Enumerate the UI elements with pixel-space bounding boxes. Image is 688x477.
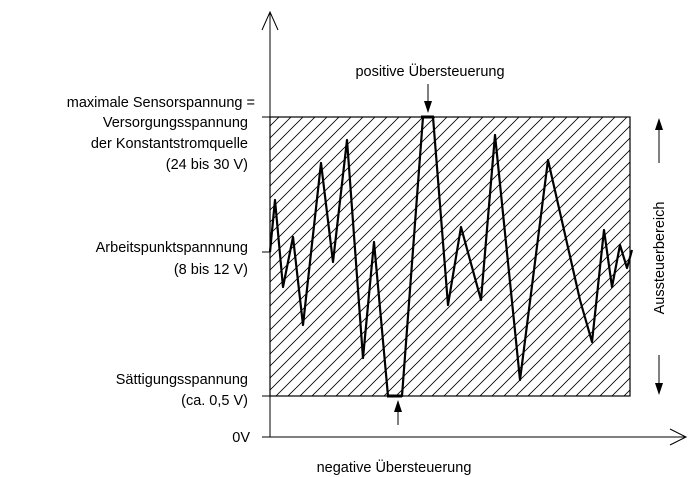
signal-thin-transition (401, 116, 424, 397)
label-zero: 0V (232, 430, 250, 446)
y-axis (261, 10, 279, 437)
label-negative-overdrive: negative Übersteuerung (317, 458, 472, 476)
label-max-line1: maximale Sensorspannung = (67, 95, 255, 111)
label-sat-line1: Sättigungsspannung (116, 372, 248, 388)
label-work-line1: Arbeitspunktspannnung (96, 240, 248, 256)
negative-overdrive-arrow (394, 400, 402, 425)
range-box (269, 116, 631, 397)
label-sat-line2: (ca. 0,5 V) (181, 393, 248, 409)
range-arrow-top (655, 118, 663, 163)
label-range: Aussteuerbereich (652, 202, 668, 315)
x-axis (270, 428, 688, 446)
label-positive-overdrive: positive Übersteuerung (355, 62, 504, 80)
label-max-line3: der Konstantstromquelle (91, 136, 248, 152)
label-max-line2: Versorgungsspannung (103, 115, 248, 131)
positive-overdrive-arrow (424, 84, 432, 113)
range-arrow-bottom (655, 355, 663, 395)
label-max-line4: (24 bis 30 V) (166, 157, 248, 173)
label-work-line2: (8 bis 12 V) (174, 262, 248, 278)
